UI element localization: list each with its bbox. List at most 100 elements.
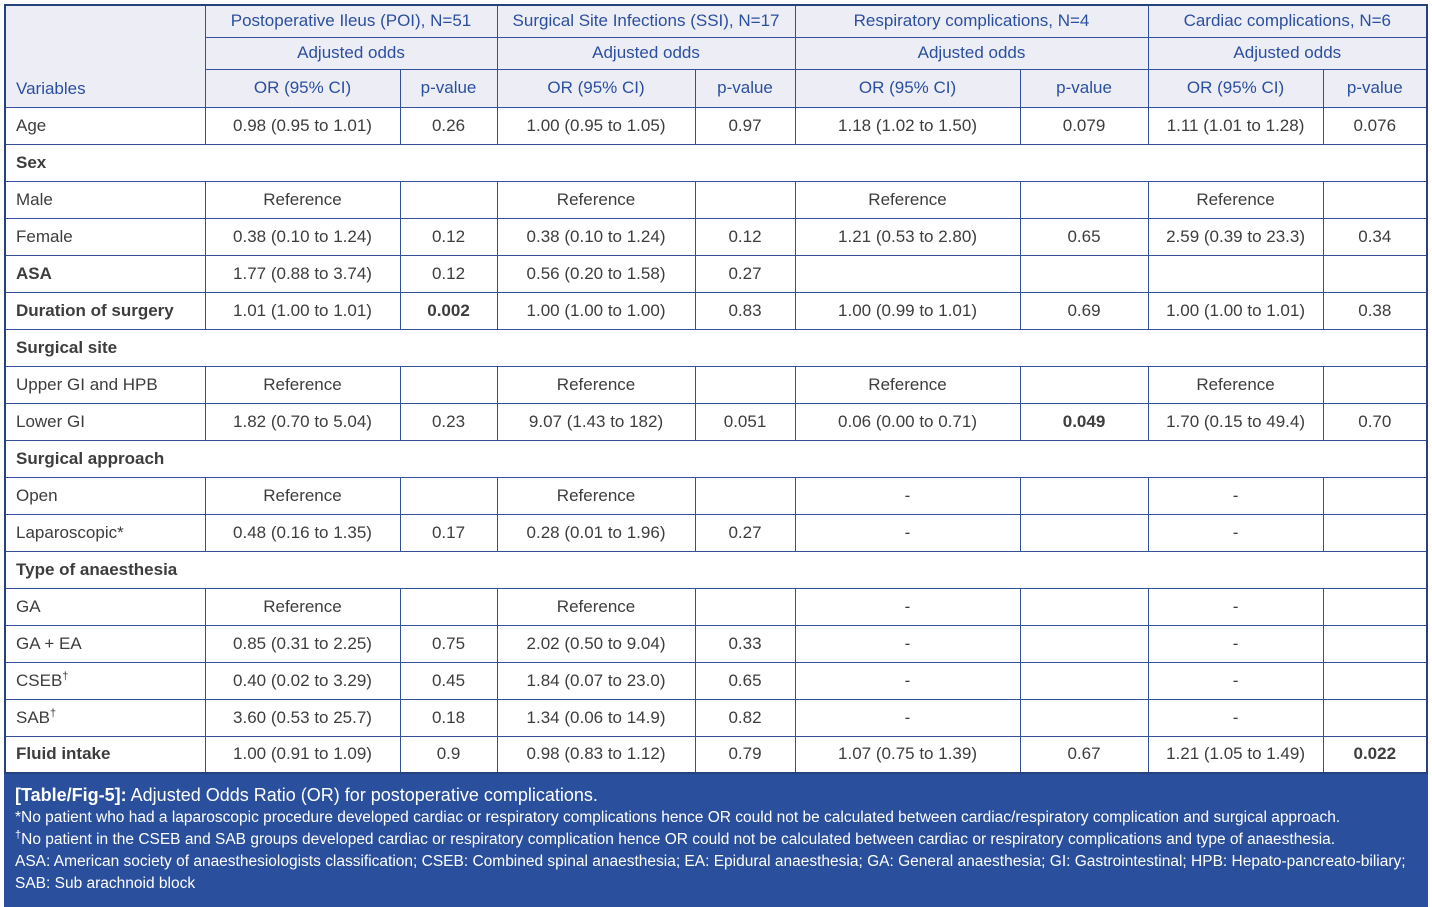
p-value-cell (1019, 513, 1149, 552)
p-value-cell (399, 476, 498, 515)
p-value-cell: 0.12 (694, 217, 796, 256)
p-value-cell: 0.049 (1019, 402, 1149, 441)
or-ci-header: OR (95% CI) (1147, 68, 1324, 108)
row-label: CSEB† (4, 661, 206, 700)
or-ci-cell: 1.34 (0.06 to 14.9) (496, 698, 696, 737)
or-ci-cell: 0.98 (0.95 to 1.01) (204, 106, 401, 145)
table-row: Female 0.38 (0.10 to 1.24) 0.12 0.38 (0.10 … (4, 217, 1428, 256)
or-ci-cell: - (1147, 513, 1324, 552)
p-value-cell: 0.12 (399, 254, 498, 293)
p-value-cell: 0.34 (1322, 217, 1428, 256)
p-value-cell: 0.18 (399, 698, 498, 737)
row-label: GA (4, 587, 206, 626)
p-value-header: p-value (694, 68, 796, 108)
group-header-ssi: Surgical Site Infections (SSI), N=17 (496, 4, 796, 38)
or-ci-cell: 1.01 (1.00 to 1.01) (204, 291, 401, 330)
p-value-cell: 0.83 (694, 291, 796, 330)
section-label: Sex (4, 143, 1428, 182)
p-value-cell (1019, 698, 1149, 737)
row-label: Lower GI (4, 402, 206, 441)
p-value-cell (1322, 661, 1428, 700)
p-value-cell (1322, 698, 1428, 737)
table-row: Upper GI and HPB Reference Reference Refere… (4, 365, 1428, 404)
p-value-cell: 0.079 (1019, 106, 1149, 145)
table-row: SAB† 3.60 (0.53 to 25.7) 0.18 1.34 (0.06 to… (4, 698, 1428, 737)
section-row: Surgical site (4, 328, 1428, 367)
p-value-cell (1019, 624, 1149, 663)
p-value-cell: 0.82 (694, 698, 796, 737)
or-ci-cell: 1.00 (0.99 to 1.01) (794, 291, 1021, 330)
p-value-cell (694, 365, 796, 404)
variables-header: Variables (4, 4, 206, 108)
table-row: Open Reference Reference - - (4, 476, 1428, 515)
p-value-cell: 0.23 (399, 402, 498, 441)
row-label: Upper GI and HPB (4, 365, 206, 404)
row-label: Fluid intake (4, 735, 206, 774)
or-ci-cell (1147, 254, 1324, 293)
row-label: Male (4, 180, 206, 219)
or-ci-cell: - (1147, 587, 1324, 626)
or-ci-cell: 0.38 (0.10 to 1.24) (496, 217, 696, 256)
row-label: GA + EA (4, 624, 206, 663)
or-ci-cell: 1.70 (0.15 to 49.4) (1147, 402, 1324, 441)
or-ci-cell: Reference (204, 587, 401, 626)
p-value-cell (1322, 513, 1428, 552)
or-ci-cell: - (1147, 476, 1324, 515)
or-ci-cell: 2.59 (0.39 to 23.3) (1147, 217, 1324, 256)
p-value-header: p-value (1322, 68, 1428, 108)
or-ci-cell: Reference (794, 365, 1021, 404)
or-ci-cell: 0.85 (0.31 to 2.25) (204, 624, 401, 663)
table-footnotes: *No patient who had a laparoscopic proce… (15, 807, 1417, 895)
group-header-cardiac: Cardiac complications, N=6 (1147, 4, 1428, 38)
p-value-cell (399, 365, 498, 404)
or-ci-cell: 1.00 (0.95 to 1.05) (496, 106, 696, 145)
or-ci-cell: 1.07 (0.75 to 1.39) (794, 735, 1021, 774)
or-ci-cell: - (794, 624, 1021, 663)
p-value-cell (1019, 365, 1149, 404)
p-value-cell: 0.002 (399, 291, 498, 330)
p-value-cell: 0.022 (1322, 735, 1428, 774)
or-ci-cell: Reference (496, 180, 696, 219)
column-header-row: OR (95% CI) p-value OR (95% CI) p-value … (5, 68, 1428, 108)
section-label: Type of anaesthesia (4, 550, 1428, 589)
group-header-respiratory: Respiratory complications, N=4 (794, 4, 1149, 38)
or-ci-cell: Reference (794, 180, 1021, 219)
p-value-cell (694, 180, 796, 219)
row-label: Open (4, 476, 206, 515)
or-ci-cell: - (794, 698, 1021, 737)
table-row: ASA 1.77 (0.88 to 3.74) 0.12 0.56 (0.20 to … (4, 254, 1428, 293)
or-ci-header: OR (95% CI) (496, 68, 696, 108)
section-label: Surgical site (4, 328, 1428, 367)
p-value-cell (1019, 661, 1149, 700)
p-value-cell: 0.9 (399, 735, 498, 774)
or-ci-cell: 1.00 (1.00 to 1.00) (496, 291, 696, 330)
or-ci-cell: Reference (204, 365, 401, 404)
or-ci-cell: 1.84 (0.07 to 23.0) (496, 661, 696, 700)
p-value-cell (1322, 476, 1428, 515)
group-header-row: Variables Postoperative Ileus (POI), N=5… (4, 4, 1428, 108)
row-label: Laparoscopic* (4, 513, 206, 552)
p-value-cell (1322, 587, 1428, 626)
table-row: Fluid intake 1.00 (0.91 to 1.09) 0.9 0.98 (… (4, 735, 1428, 774)
or-ci-cell: 1.11 (1.01 to 1.28) (1147, 106, 1324, 145)
table-row: GA + EA 0.85 (0.31 to 2.25) 0.75 2.02 (0.50… (4, 624, 1428, 663)
table-footer: [Table/Fig-5]: Adjusted Odds Ratio (OR) … (4, 774, 1428, 907)
subheader-adjusted-odds-poi: Adjusted odds (204, 36, 498, 70)
row-label: Duration of surgery (4, 291, 206, 330)
or-ci-cell: - (794, 476, 1021, 515)
page: { "table": { "groups": [ { "label": "Pos… (0, 4, 1432, 907)
p-value-cell (1019, 254, 1149, 293)
or-ci-cell: 2.02 (0.50 to 9.04) (496, 624, 696, 663)
or-ci-cell: Reference (204, 180, 401, 219)
table-row: GA Reference Reference - - (4, 587, 1428, 626)
p-value-cell (1019, 587, 1149, 626)
group-header-poi: Postoperative Ileus (POI), N=51 (204, 4, 498, 38)
or-ci-cell: 1.00 (0.91 to 1.09) (204, 735, 401, 774)
or-ci-cell: 1.18 (1.02 to 1.50) (794, 106, 1021, 145)
p-value-cell (399, 180, 498, 219)
or-ci-header: OR (95% CI) (794, 68, 1021, 108)
p-value-cell: 0.65 (1019, 217, 1149, 256)
p-value-cell (399, 587, 498, 626)
or-ci-cell: 0.98 (0.83 to 1.12) (496, 735, 696, 774)
p-value-header: p-value (1019, 68, 1149, 108)
